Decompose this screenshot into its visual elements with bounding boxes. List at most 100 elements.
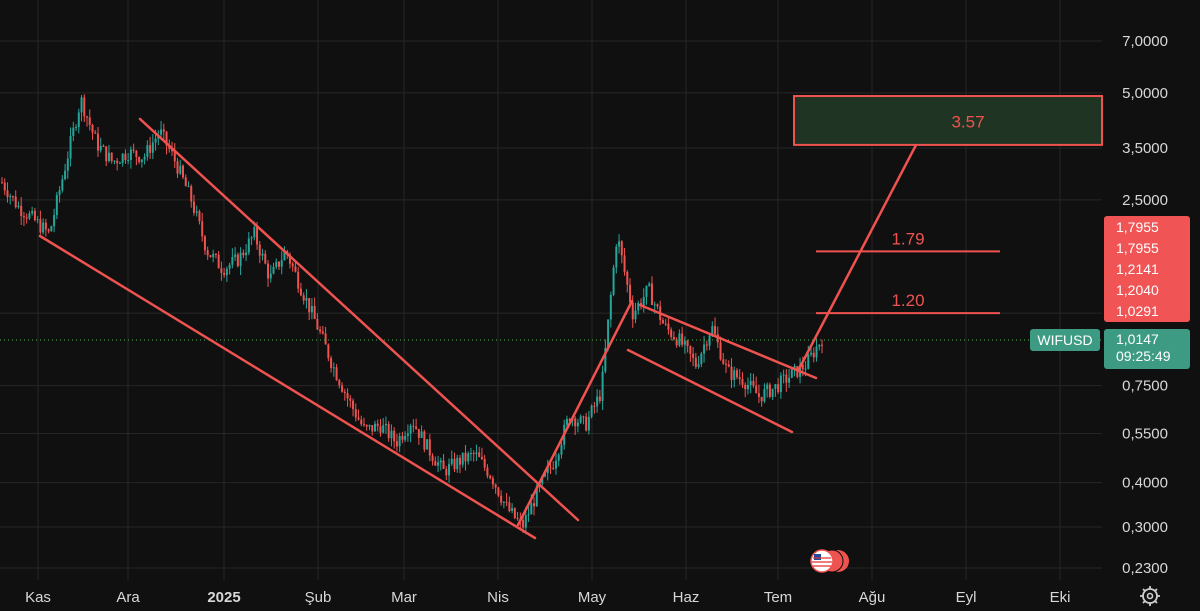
settings-gear-icon[interactable] bbox=[1140, 586, 1160, 606]
candle-body bbox=[294, 266, 297, 272]
candle-body bbox=[821, 344, 823, 346]
candle-body bbox=[434, 461, 437, 466]
candle-body bbox=[395, 441, 398, 447]
candle-body bbox=[735, 370, 738, 378]
candle-body bbox=[634, 310, 637, 320]
candle-body bbox=[321, 331, 324, 334]
candle-body bbox=[409, 425, 412, 434]
price-axis[interactable]: 7,00005,00003,50002,50001,20000,75000,55… bbox=[1122, 33, 1168, 577]
trend-line[interactable] bbox=[138, 117, 580, 522]
candle-body bbox=[160, 129, 163, 135]
target-zone[interactable] bbox=[793, 95, 1103, 146]
candle-body bbox=[14, 196, 17, 208]
candle-body bbox=[365, 425, 368, 427]
candle-body bbox=[338, 380, 341, 386]
candle-body bbox=[182, 165, 185, 178]
candle-body bbox=[80, 97, 83, 113]
candle-body bbox=[527, 514, 530, 516]
candle-body bbox=[239, 252, 242, 267]
us-flag-events-icon[interactable] bbox=[810, 549, 849, 573]
candle-body bbox=[225, 268, 228, 276]
candle-body bbox=[458, 457, 461, 465]
candle-body bbox=[554, 460, 557, 469]
y-tick-label: 2,5000 bbox=[1122, 192, 1168, 209]
candle-body bbox=[626, 271, 629, 285]
x-tick-label: Kas bbox=[25, 589, 51, 606]
trend-line[interactable] bbox=[638, 303, 818, 380]
y-tick-label: 7,0000 bbox=[1122, 33, 1168, 50]
candle-body bbox=[807, 354, 810, 369]
candle-body bbox=[404, 435, 407, 440]
candle-body bbox=[28, 213, 31, 219]
candle-body bbox=[672, 337, 675, 340]
candle-body bbox=[53, 215, 56, 227]
candle-body bbox=[694, 357, 697, 367]
target-levels[interactable]: 3.57 1.79 1.20 bbox=[793, 95, 1103, 315]
candle-body bbox=[256, 227, 259, 245]
candle-body bbox=[678, 333, 681, 346]
candle-body bbox=[467, 453, 470, 462]
candle-body bbox=[491, 478, 494, 485]
candle-body bbox=[50, 226, 53, 232]
candle-body bbox=[121, 153, 124, 163]
candle-body bbox=[656, 304, 659, 307]
trend-drawings[interactable] bbox=[38, 117, 918, 540]
candle-body bbox=[785, 374, 788, 383]
candle-body bbox=[69, 135, 72, 159]
candle-body bbox=[612, 267, 615, 295]
candle-body bbox=[275, 261, 278, 267]
candle-body bbox=[17, 205, 20, 208]
candle-body bbox=[733, 370, 736, 381]
candle-body bbox=[719, 342, 722, 360]
candle-body bbox=[650, 283, 653, 305]
x-tick-label: Ağu bbox=[859, 589, 886, 606]
candle-body bbox=[810, 352, 813, 355]
candle-body bbox=[64, 170, 67, 180]
candle-body bbox=[511, 508, 514, 512]
x-tick-label: Haz bbox=[673, 589, 700, 606]
candle-body bbox=[618, 241, 621, 247]
candle-body bbox=[382, 425, 385, 433]
candle-body bbox=[604, 348, 607, 372]
candle-body bbox=[146, 145, 149, 157]
candle-body bbox=[818, 344, 821, 347]
candle-body bbox=[774, 384, 777, 389]
candle-body bbox=[149, 145, 152, 153]
candle-body bbox=[590, 405, 593, 417]
candle-body bbox=[516, 518, 519, 520]
trend-line[interactable] bbox=[38, 234, 537, 540]
candle-body bbox=[319, 329, 322, 332]
candle-body bbox=[192, 201, 195, 213]
candle-body bbox=[363, 424, 366, 426]
y-tick-label: 0,4000 bbox=[1122, 475, 1168, 492]
trend-line[interactable] bbox=[797, 143, 918, 371]
time-axis[interactable]: Kas Ara 2025 Şub Mar Nis May Haz Tem Ağu Eyl Eki bbox=[25, 589, 1070, 606]
candle-body bbox=[472, 453, 475, 455]
candle-body bbox=[700, 353, 703, 365]
candle-body bbox=[486, 467, 489, 477]
candle-body bbox=[502, 501, 505, 503]
candle-body bbox=[31, 210, 34, 214]
candle-body bbox=[173, 151, 176, 162]
candle-body bbox=[757, 393, 760, 397]
candle-body bbox=[513, 508, 516, 519]
candle-body bbox=[746, 384, 749, 390]
candle-body bbox=[431, 455, 434, 462]
candle-body bbox=[574, 418, 577, 427]
candle-body bbox=[598, 396, 601, 402]
candle-body bbox=[582, 416, 585, 418]
candle-body bbox=[587, 416, 590, 431]
candle-body bbox=[269, 273, 272, 279]
trend-line[interactable] bbox=[516, 299, 634, 527]
candle-body bbox=[708, 335, 711, 346]
candle-body bbox=[675, 339, 678, 346]
candle-body bbox=[593, 405, 596, 407]
candle-body bbox=[379, 426, 382, 433]
candle-body bbox=[766, 384, 769, 390]
candle-body bbox=[55, 194, 58, 216]
price-label: 1,7955 bbox=[1116, 240, 1159, 256]
trend-line[interactable] bbox=[626, 348, 794, 434]
candle-body bbox=[305, 298, 308, 301]
candle-body bbox=[277, 261, 280, 267]
